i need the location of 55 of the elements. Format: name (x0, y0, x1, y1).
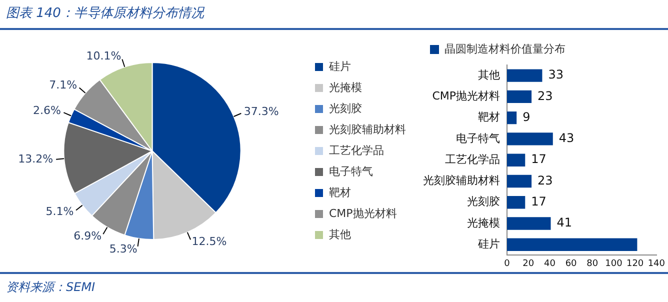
y-tick-label: 光掩模 (467, 216, 500, 230)
x-tick-label: 120 (626, 258, 644, 269)
x-tick-label: 100 (605, 258, 623, 269)
data-label: 5.1% (46, 204, 74, 218)
bar (507, 174, 532, 188)
data-label: 33 (548, 68, 564, 82)
x-tick-label: 20 (522, 258, 534, 269)
bar (507, 238, 638, 251)
legend-label: 靶材 (329, 186, 351, 199)
y-tick-label: 靶材 (478, 110, 500, 124)
y-tick-label: 工艺化学品 (445, 152, 500, 166)
data-label: 5.3% (109, 242, 138, 256)
data-label: 13.2% (18, 152, 54, 166)
bar (507, 69, 542, 82)
x-tick-label: 80 (586, 258, 598, 269)
legend-label: 硅片 (328, 60, 351, 73)
data-label: 17 (531, 194, 546, 208)
bar (507, 217, 551, 230)
data-label: 23 (538, 88, 553, 103)
legend-label: 光掩模 (329, 80, 362, 94)
y-tick-label: 光刻胶 (467, 195, 500, 208)
data-label: 17 (531, 152, 546, 166)
y-tick-label: 硅片 (477, 237, 500, 250)
data-label: 12.5% (192, 235, 227, 248)
x-tick-label: 60 (565, 258, 578, 269)
y-tick-label: 电子特气 (456, 132, 500, 145)
data-label: 9 (522, 110, 530, 124)
data-label: 41 (556, 216, 572, 230)
x-tick-label: 40 (544, 258, 556, 269)
chart-title: 图表 140：半导体原材料分布情况 (0, 0, 668, 30)
legend-label: 电子特气 (329, 164, 373, 178)
legend-label: CMP抛光材料 (329, 206, 397, 220)
data-label: 7.1% (49, 78, 78, 92)
bar (507, 154, 526, 166)
text: 资料来源：SEMI (0, 272, 668, 300)
bar (507, 111, 517, 124)
y-tick-label: 光刻胶辅助材料 (423, 174, 500, 188)
legend-label: 其他 (329, 228, 351, 241)
legend-label: 光刻胶辅助材料 (329, 122, 406, 136)
data-label: 6.9% (74, 230, 102, 243)
data-label: 23 (538, 173, 553, 188)
y-tick-label: 其他 (478, 68, 500, 82)
data-label: 2.6% (32, 104, 61, 118)
bar (507, 132, 553, 146)
y-tick-label: CMP抛光材料 (432, 90, 500, 103)
bar (507, 196, 526, 209)
legend-label: 光刻胶 (329, 102, 362, 115)
legend-label: 工艺化学品 (329, 144, 384, 157)
bar (507, 90, 532, 104)
legend-label: 晶圆制造材料价值量分布 (444, 42, 566, 56)
x-tick-label: 140 (648, 258, 666, 269)
x-tick-label: 0 (504, 258, 510, 269)
data-label: 10.1% (86, 49, 122, 62)
data-label: 37.3% (244, 105, 279, 118)
data-label: 43 (558, 131, 574, 146)
